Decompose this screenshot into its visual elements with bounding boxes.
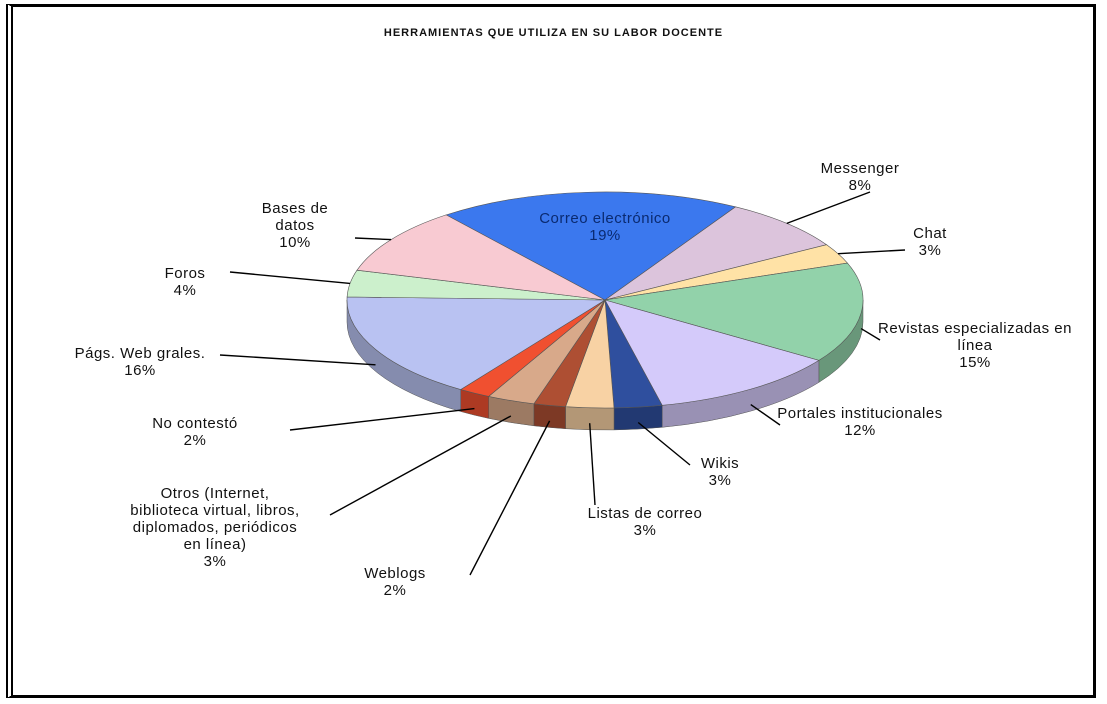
- value-label: 15%: [959, 354, 991, 371]
- value-label: 8%: [848, 177, 872, 194]
- value-label: 16%: [124, 362, 156, 379]
- slice-label: Portales institucionales 12%: [760, 405, 960, 439]
- category-label: Listas de correo: [587, 505, 703, 522]
- leader-line: [637, 421, 691, 466]
- leader-line: [219, 354, 376, 366]
- category-label: Correo electrónico: [539, 210, 671, 227]
- leader-line: [750, 403, 781, 426]
- slice-label: Págs. Web grales. 16%: [60, 345, 220, 379]
- leader-line: [860, 327, 881, 341]
- leader-line: [229, 271, 351, 285]
- slice-label: Foros 4%: [140, 265, 230, 299]
- leader-line: [589, 423, 596, 506]
- value-label: 3%: [633, 522, 657, 539]
- slice-label: Messenger 8%: [800, 160, 920, 194]
- leader-line: [469, 420, 551, 576]
- slice-side: [613, 405, 663, 431]
- slice-label: Bases de datos 10%: [240, 200, 350, 251]
- value-label: 3%: [918, 242, 942, 259]
- category-label: Revistas especializadas en línea: [878, 320, 1072, 354]
- slice-label: Weblogs 2%: [330, 565, 460, 599]
- category-label: Bases de datos: [261, 200, 329, 234]
- leader-line: [838, 249, 906, 255]
- value-label: 12%: [844, 422, 876, 439]
- value-label: 2%: [383, 582, 407, 599]
- slice: [604, 299, 820, 406]
- leader-line: [786, 191, 871, 225]
- slice-label: No contestó 2%: [110, 415, 280, 449]
- chart-title: HERRAMIENTAS QUE UTILIZA EN SU LABOR DOC…: [383, 27, 724, 39]
- slice-label: Listas de correo 3%: [580, 505, 710, 539]
- slice: [445, 191, 737, 301]
- slice: [604, 262, 864, 361]
- value-label: 10%: [279, 234, 311, 251]
- frame: [6, 4, 1096, 698]
- value-label: 19%: [589, 227, 621, 244]
- leader-line: [289, 407, 475, 431]
- slice: [356, 214, 606, 301]
- category-label: Wikis: [700, 455, 740, 472]
- slice-label: Wikis 3%: [675, 455, 765, 489]
- leader-line: [354, 237, 392, 241]
- slice-label: Otros (Internet, biblioteca virtual, lib…: [130, 485, 300, 570]
- value-label: 3%: [708, 472, 732, 489]
- value-label: 4%: [173, 282, 197, 299]
- category-label: Otros (Internet, biblioteca virtual, lib…: [130, 485, 300, 553]
- category-label: Portales institucionales: [777, 405, 943, 422]
- category-label: Weblogs: [364, 565, 426, 582]
- slice-label: Chat 3%: [880, 225, 980, 259]
- slice-label: Revistas especializadas en línea 15%: [875, 320, 1075, 371]
- slice: [346, 296, 607, 390]
- leader-line: [329, 415, 512, 516]
- category-label: No contestó: [152, 415, 238, 432]
- category-label: Págs. Web grales.: [74, 345, 206, 362]
- category-label: Chat: [913, 225, 947, 242]
- slice-label: Correo electrónico 19%: [530, 210, 680, 244]
- category-label: Messenger: [820, 160, 900, 177]
- value-label: 2%: [183, 432, 207, 449]
- value-label: 3%: [203, 553, 227, 570]
- slice-side: [533, 403, 566, 429]
- category-label: Foros: [164, 265, 206, 282]
